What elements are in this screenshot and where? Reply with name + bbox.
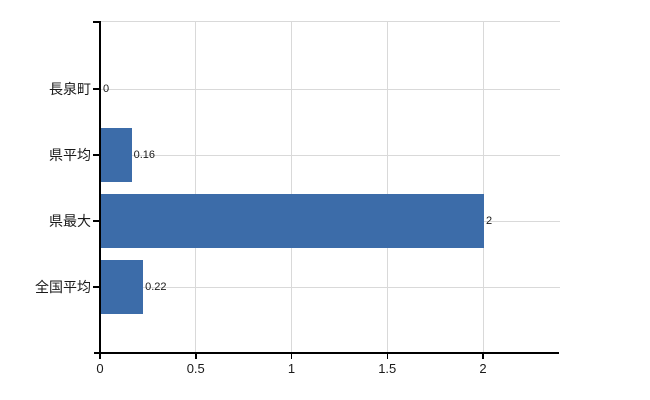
x-axis-line xyxy=(94,352,559,354)
category-label: 全国平均 xyxy=(35,279,91,295)
y-axis-line xyxy=(99,21,101,353)
category-tick xyxy=(93,88,100,90)
x-tick xyxy=(195,353,197,359)
category-tick xyxy=(93,220,100,222)
h-gridline xyxy=(100,286,560,288)
x-tick xyxy=(290,353,293,359)
v-gridline xyxy=(482,21,484,353)
value-label: 0.16 xyxy=(133,149,156,161)
value-label: 0.22 xyxy=(145,281,167,293)
bar xyxy=(101,128,132,182)
category-tick xyxy=(93,154,100,156)
x-tick-label: 1.5 xyxy=(378,361,397,376)
value-label: 0 xyxy=(103,83,110,95)
category-tick xyxy=(93,286,100,288)
value-label: 2 xyxy=(486,215,493,227)
x-tick-label: 0 xyxy=(96,361,104,376)
v-gridline xyxy=(386,21,388,353)
category-label: 県最大 xyxy=(49,213,91,229)
v-gridline xyxy=(291,21,292,353)
x-tick-label: 1 xyxy=(287,361,296,376)
x-tick-label: 2 xyxy=(479,361,487,376)
x-tick xyxy=(386,353,388,359)
bar xyxy=(101,194,484,248)
x-tick xyxy=(482,353,484,359)
h-gridline xyxy=(100,21,560,22)
h-gridline xyxy=(100,88,560,90)
bar xyxy=(101,260,144,314)
h-gridline xyxy=(100,154,560,156)
v-gridline xyxy=(195,21,197,353)
category-label: 長泉町 xyxy=(49,81,91,97)
plot-area: 0 0.16 2 0.22 xyxy=(100,21,560,353)
x-tick xyxy=(99,353,101,359)
x-tick-label: 0.5 xyxy=(186,361,205,376)
y-axis-top-tick xyxy=(93,21,100,23)
category-label: 県平均 xyxy=(49,147,91,163)
